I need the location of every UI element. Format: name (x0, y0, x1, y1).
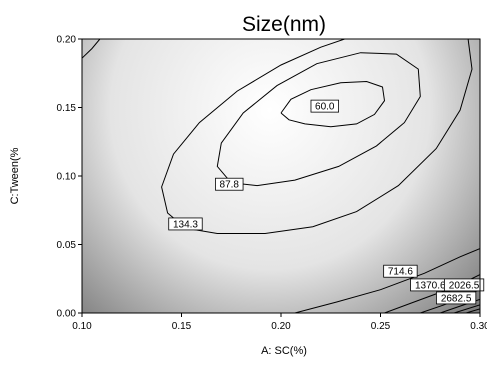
contour-label-text: 2682.5 (441, 293, 472, 304)
contour-label-text: 1370.6 (415, 280, 446, 291)
contour-line (185, 39, 473, 234)
y-axis-ticks: 0.00 0.05 0.10 0.15 0.20 (57, 35, 82, 320)
x-axis-title: A: SC(%) (261, 345, 307, 357)
contour-lines (82, 39, 480, 313)
contour-label: 2682.5 (436, 291, 477, 305)
contour-line (280, 80, 386, 128)
y-tick-label: 0.10 (57, 172, 77, 183)
chart-title: Size(nm) (242, 13, 326, 36)
y-axis-title: C:Tween(% (9, 147, 21, 204)
contour-label-text: 87.8 (220, 180, 240, 191)
contour-label-box (168, 217, 203, 231)
contour-label: 2026.5 (443, 278, 485, 292)
chart-title-group: Size(nm) (242, 13, 326, 36)
contour-label-text: 60.0 (315, 102, 335, 113)
x-tick-label: 0.15 (172, 321, 192, 332)
contour-line (82, 39, 101, 59)
contour-label-box (215, 177, 244, 191)
contour-line (216, 52, 421, 187)
x-axis-ticks: 0.10 0.15 0.20 0.25 0.30 (72, 313, 487, 332)
y-tick-label: 0.00 (57, 309, 77, 320)
y-tick-label: 0.20 (57, 35, 77, 46)
contour-label-text: 2026.5 (449, 280, 480, 291)
contour-label: 87.8 (215, 177, 244, 191)
plot-background (82, 39, 480, 313)
contour-label-box (436, 291, 477, 305)
contour-line (294, 248, 480, 313)
x-tick-label: 0.20 (271, 321, 291, 332)
contour-line (453, 304, 480, 313)
contour-label: 134.3 (168, 217, 203, 231)
x-tick-label: 0.30 (470, 321, 487, 332)
contour-label-box (443, 278, 485, 292)
contour-label-box (310, 99, 339, 113)
contour-line (161, 39, 345, 229)
y-tick-label: 0.05 (57, 240, 77, 251)
y-tick-label: 0.15 (57, 103, 77, 114)
contour-line (465, 308, 480, 313)
contour-label: 60.0 (310, 99, 339, 113)
contour-label: 714.6 (383, 264, 418, 278)
contour-label-box (383, 264, 418, 278)
contour-label-text: 134.3 (173, 219, 198, 230)
contour-label-text: 714.6 (388, 267, 413, 278)
x-tick-label: 0.10 (72, 321, 92, 332)
x-tick-label: 0.25 (371, 321, 391, 332)
